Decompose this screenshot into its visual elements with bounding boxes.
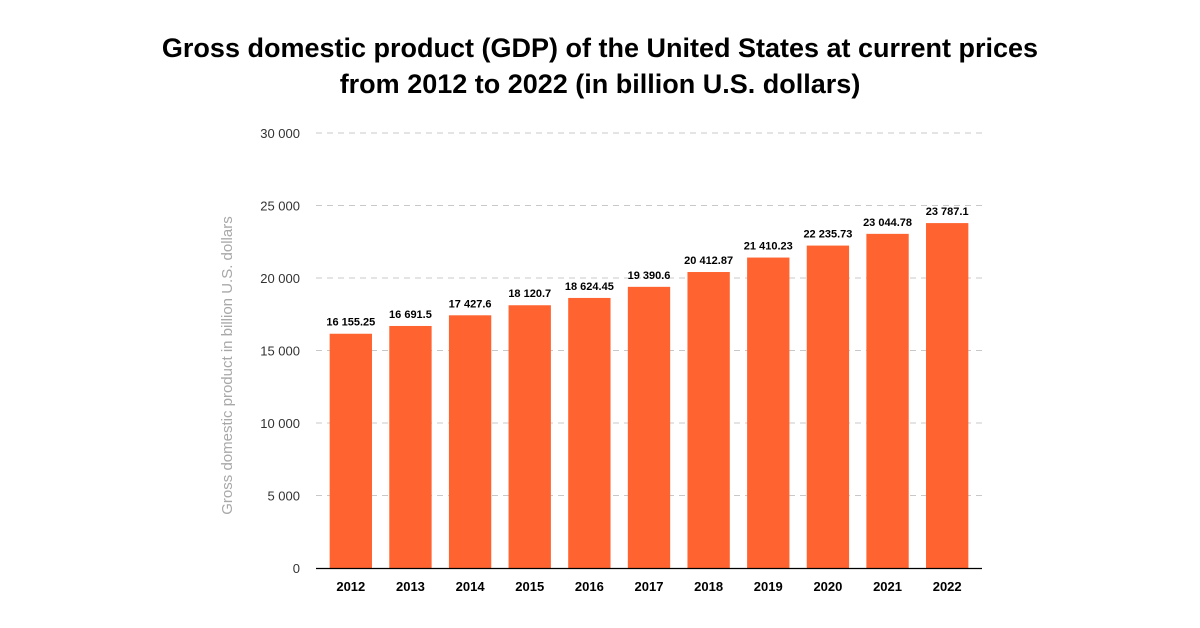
x-axis-ticks: 2012 2013 2014 2015 2016 2017 2018 2019 2020 2021… (336, 579, 961, 594)
bar (747, 257, 790, 568)
bar-value-label: 17 427.6 (449, 298, 492, 310)
x-tick-label: 2012 (336, 579, 365, 594)
y-tick-label: 20 000 (260, 271, 300, 286)
bar (627, 286, 671, 568)
x-tick-label: 2019 (754, 579, 783, 594)
bar (806, 245, 850, 568)
chart-title: Gross domestic product (GDP) of the Unit… (161, 33, 1039, 99)
y-axis-ticks: 0 5 000 10 000 15 000 20 000 25 000 30 000 (260, 126, 300, 576)
y-tick-label: 10 000 (260, 416, 300, 431)
x-tick-label: 2022 (933, 579, 962, 594)
x-tick-label: 2018 (694, 579, 723, 594)
bar-value-label: 22 235.73 (803, 229, 852, 241)
x-tick-label: 2014 (456, 579, 486, 594)
y-tick-label: 15 000 (260, 344, 300, 359)
bar-value-label: 18 120.7 (508, 288, 551, 300)
x-tick-label: 2021 (873, 579, 902, 594)
bar (568, 297, 611, 568)
bar-value-label: 16 155.25 (326, 317, 375, 329)
bar (687, 272, 730, 568)
bar-value-label: 18 624.45 (565, 281, 614, 293)
bar (508, 305, 551, 568)
y-tick-label: 0 (293, 561, 300, 576)
bar (866, 233, 909, 568)
y-tick-label: 25 000 (260, 199, 300, 214)
bar (329, 333, 372, 568)
bar-value-label: 23 044.78 (863, 217, 912, 229)
bar-value-label: 19 390.6 (628, 270, 671, 282)
x-tick-label: 2013 (396, 579, 425, 594)
y-tick-label: 5 000 (267, 489, 300, 504)
y-tick-label: 30 000 (260, 126, 300, 141)
bar (389, 325, 432, 568)
x-tick-label: 2020 (813, 579, 842, 594)
bar-value-labels: 16 155.25 16 691.5 17 427.6 18 120.7 18 624.… (326, 206, 968, 329)
bar (926, 223, 969, 569)
y-axis-label: Gross domestic product in billion U.S. d… (219, 216, 236, 514)
x-tick-label: 2017 (635, 579, 664, 594)
bar-value-label: 21 410.23 (744, 241, 793, 253)
bar (448, 315, 492, 568)
bar-value-label: 23 787.1 (926, 206, 969, 218)
x-tick-label: 2015 (515, 579, 544, 594)
bar-value-label: 20 412.87 (684, 255, 733, 267)
bars (329, 223, 969, 569)
x-tick-label: 2016 (575, 579, 604, 594)
bar-value-label: 16 691.5 (389, 309, 432, 321)
